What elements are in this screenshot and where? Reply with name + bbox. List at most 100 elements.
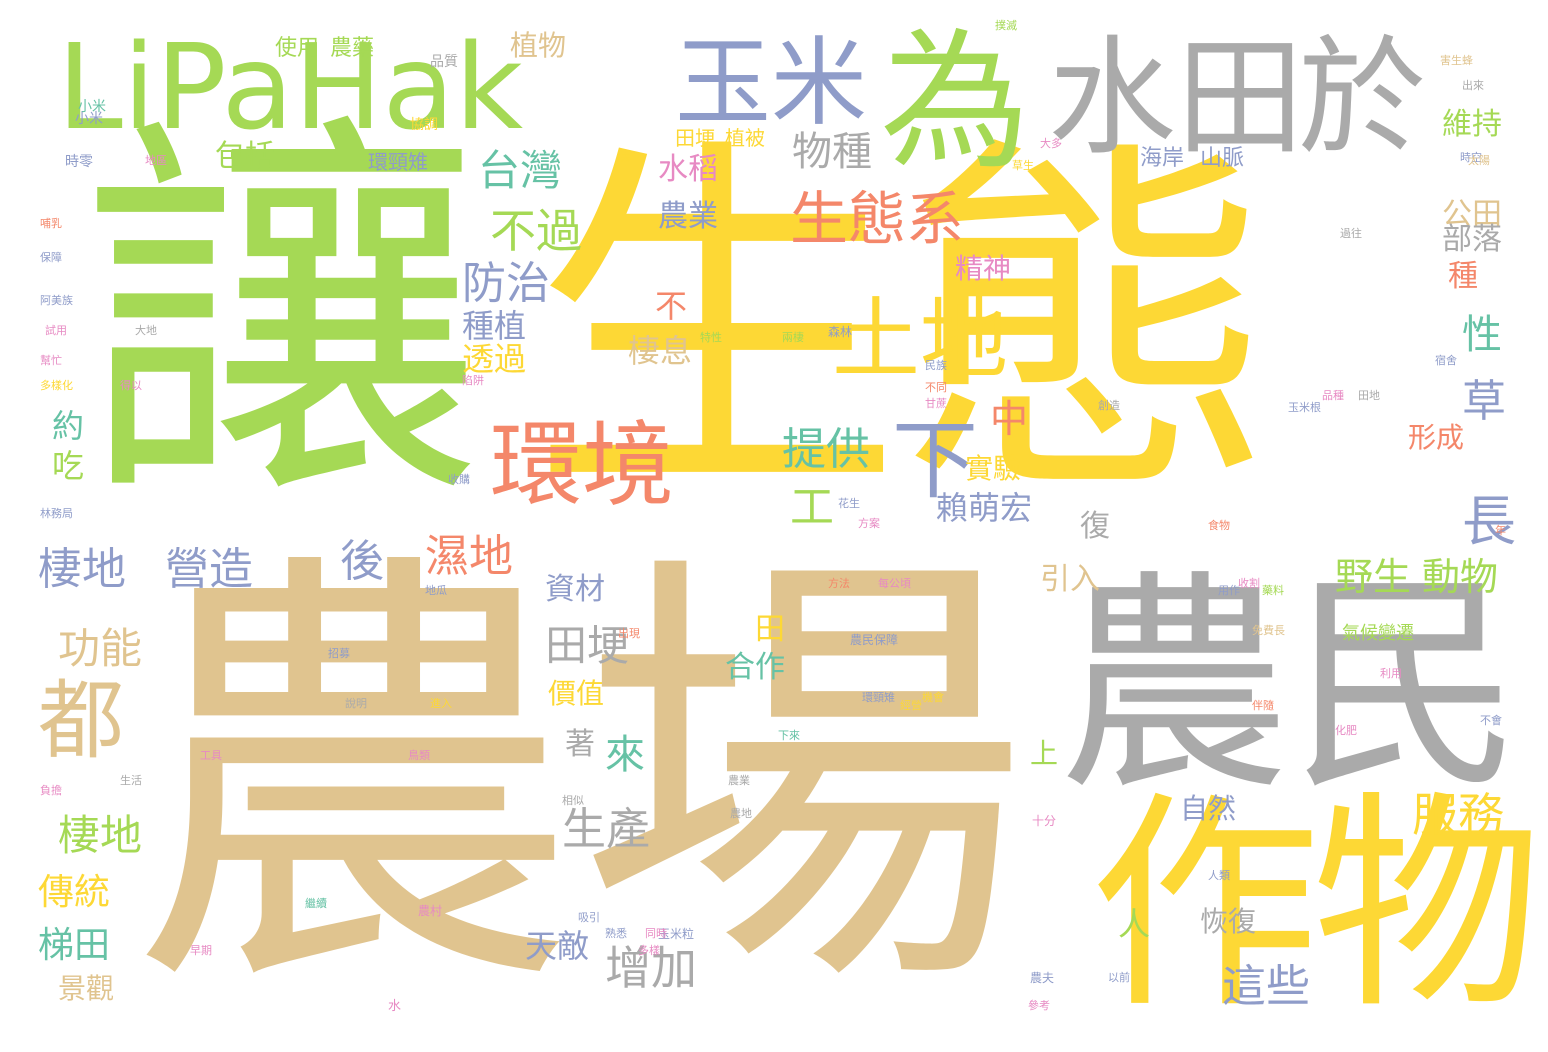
cloud-word: 讓: [82, 85, 482, 550]
cloud-word: 化肥: [1335, 724, 1357, 737]
cloud-word: 地區: [145, 154, 167, 167]
cloud-word: 鳥類: [408, 749, 430, 762]
cloud-word: 方案: [858, 517, 880, 530]
cloud-word: 農民: [1058, 551, 1523, 821]
cloud-word: 出現: [618, 627, 640, 640]
cloud-word: 野生: [1335, 555, 1412, 599]
cloud-word: 多樣: [638, 944, 660, 957]
cloud-word: 害生蜂: [1440, 54, 1473, 67]
cloud-word: 太陽: [1468, 154, 1490, 167]
cloud-word: 森林: [828, 325, 853, 339]
cloud-word: 賴萌宏: [936, 489, 1033, 527]
cloud-word: 土地: [832, 288, 1009, 391]
cloud-word: 試用: [45, 324, 67, 337]
cloud-word: 下: [892, 411, 978, 511]
cloud-word: 甘蔗: [925, 397, 947, 410]
cloud-word: 用作: [1218, 584, 1240, 597]
cloud-word: 傳統: [38, 872, 111, 913]
cloud-word: 品質: [430, 54, 458, 70]
cloud-word: 增加: [605, 941, 697, 995]
cloud-word: 田: [755, 612, 785, 647]
cloud-word: 包括: [215, 139, 275, 174]
cloud-word: 時空: [1460, 151, 1482, 164]
cloud-word: 小米: [75, 111, 103, 127]
cloud-word: 部落: [1442, 222, 1502, 257]
cloud-word: LiPaHak: [57, 18, 524, 156]
cloud-word: 宿舍: [1435, 354, 1457, 367]
cloud-word: 時零: [65, 154, 93, 170]
cloud-word: 天敵: [525, 927, 590, 965]
cloud-word: 著: [565, 727, 595, 762]
cloud-word: 水稻: [658, 152, 718, 187]
cloud-word: 價值: [548, 677, 605, 710]
cloud-word: 梯田: [38, 925, 111, 966]
cloud-word: 不會: [1480, 714, 1502, 727]
cloud-word: 幫忙: [40, 354, 62, 367]
cloud-word: 伴隨: [1252, 699, 1274, 712]
cloud-word: 公田: [1442, 197, 1502, 232]
cloud-word: 於: [1298, 24, 1427, 173]
cloud-word: 來: [605, 732, 645, 778]
cloud-word: 大多: [1040, 137, 1062, 150]
cloud-word: 棲地: [58, 811, 143, 860]
cloud-word: 收割: [1238, 577, 1260, 590]
cloud-word: 資材: [545, 572, 605, 607]
cloud-word: 水: [388, 999, 402, 1014]
cloud-word: 創造: [1098, 399, 1120, 412]
cloud-word: 協調: [410, 117, 438, 133]
cloud-word: 物種: [792, 129, 872, 175]
cloud-word: 參考: [1028, 999, 1050, 1012]
cloud-word: 台灣: [478, 146, 563, 195]
cloud-word: 棲地: [38, 544, 126, 595]
cloud-word: 不: [655, 287, 688, 325]
cloud-word: 工: [790, 482, 834, 533]
cloud-word: 農場: [128, 518, 1028, 1042]
cloud-word: 後: [340, 536, 384, 587]
cloud-word: 服務: [1412, 788, 1504, 842]
cloud-word: 撲滅: [995, 19, 1017, 32]
cloud-word: 機會: [922, 691, 944, 704]
cloud-word: 種植: [462, 307, 527, 345]
cloud-word: 環境: [490, 412, 675, 519]
cloud-word: 經營: [900, 699, 922, 712]
cloud-word: 中: [990, 397, 1029, 441]
cloud-word: 出來: [1462, 79, 1484, 92]
cloud-word: 吸引: [578, 911, 600, 924]
cloud-word: 使用: [275, 36, 320, 61]
cloud-word: 年: [1495, 524, 1506, 537]
cloud-word: 環頸雉: [862, 691, 895, 704]
cloud-word: 這些: [1222, 961, 1310, 1012]
cloud-word: 進入: [430, 697, 452, 710]
cloud-word: 農夫: [1030, 971, 1055, 985]
cloud-word: 作物: [1090, 773, 1542, 1040]
cloud-word: 熟悉: [605, 927, 627, 940]
cloud-word: 小米: [78, 99, 106, 115]
cloud-word: 大地: [135, 324, 157, 337]
cloud-word: 為: [880, 16, 1031, 190]
cloud-word: 田地: [1358, 389, 1380, 402]
cloud-word: 都: [38, 671, 124, 771]
cloud-word: 以前: [1108, 971, 1130, 984]
cloud-word: 生活: [120, 774, 142, 787]
cloud-word: 利用: [1380, 667, 1402, 680]
cloud-word: 維持: [1442, 107, 1502, 142]
cloud-word: 農地: [730, 807, 752, 820]
cloud-word: 山脈: [1200, 146, 1245, 171]
cloud-word: 得以: [120, 379, 142, 392]
cloud-word: 功能: [58, 624, 143, 673]
cloud-word: 食物: [1208, 519, 1230, 532]
cloud-word: 防治: [462, 258, 550, 309]
cloud-word: 負擔: [40, 784, 62, 797]
cloud-word: 哺乳: [40, 217, 62, 230]
cloud-word: 人類: [1208, 869, 1230, 882]
cloud-word: 約: [52, 407, 85, 445]
cloud-word: 人: [1118, 905, 1151, 943]
cloud-word: 氣候變遷: [1342, 623, 1414, 644]
cloud-word: 收購: [448, 473, 470, 486]
cloud-word: 農藥: [330, 36, 375, 61]
cloud-word: 實驗: [965, 452, 1022, 485]
cloud-word: 動物: [1422, 555, 1499, 599]
cloud-word: 引入: [1040, 562, 1100, 597]
cloud-word: 去: [620, 151, 631, 164]
